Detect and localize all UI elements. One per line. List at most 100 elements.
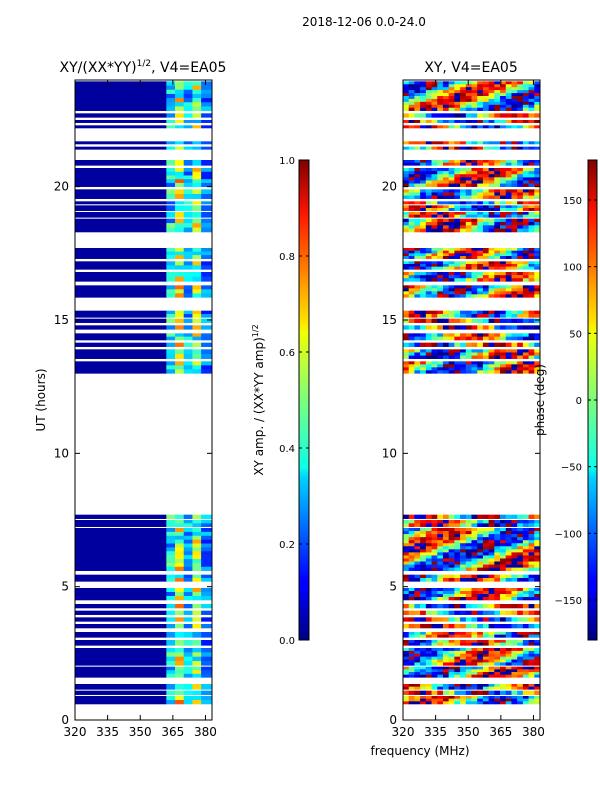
- phase-cell: [425, 523, 432, 527]
- phase-cell: [534, 93, 540, 97]
- phase-cell: [477, 549, 484, 553]
- phase-cell: [442, 318, 449, 323]
- phase-cell: [505, 248, 512, 251]
- phase-cell: [454, 690, 461, 695]
- amp-cell: [201, 175, 212, 180]
- phase-cell: [403, 272, 410, 276]
- phase-cell: [517, 171, 524, 175]
- phase-cell: [465, 640, 472, 643]
- phase-cell: [454, 189, 461, 193]
- phase-cell: [403, 558, 410, 562]
- phase-cell: [431, 684, 438, 687]
- phase-cell: [425, 567, 432, 571]
- phase-cell: [528, 534, 535, 538]
- phase-cell: [414, 261, 421, 265]
- phase-cell: [477, 278, 484, 282]
- phase-data-segment: [403, 248, 540, 259]
- phase-cell: [448, 250, 455, 254]
- phase-cell: [477, 552, 484, 556]
- phase-cell: [465, 162, 472, 166]
- phase-cell: [534, 87, 540, 91]
- phase-cell: [477, 555, 484, 559]
- amp-cell: [201, 624, 212, 629]
- phase-cell: [431, 604, 438, 609]
- phase-cell: [442, 275, 449, 279]
- phase-cell: [477, 591, 484, 595]
- phase-cell: [500, 294, 507, 298]
- phase-cell: [534, 659, 540, 663]
- phase-cell: [437, 698, 444, 702]
- phase-cell: [408, 310, 415, 315]
- phase-cell: [471, 696, 478, 699]
- phase-cell: [471, 574, 478, 579]
- amp-cell: [175, 696, 185, 701]
- phase-cell: [431, 591, 438, 595]
- amp-cell: [183, 559, 193, 564]
- phase-cell: [517, 672, 524, 675]
- phase-cell: [414, 594, 421, 598]
- phase-cell: [454, 146, 461, 150]
- phase-cell: [420, 540, 427, 544]
- phase-cell: [460, 90, 467, 94]
- phase-cell: [414, 342, 421, 347]
- phase-cell: [505, 597, 512, 601]
- phase-cell: [494, 367, 501, 371]
- amp-cell: [183, 201, 193, 205]
- phase-cell: [528, 355, 535, 359]
- phase-cell: [477, 101, 484, 106]
- phase-cell: [431, 98, 438, 103]
- amp-cell: [192, 93, 202, 99]
- amp-cell: [192, 559, 202, 564]
- phase-cell: [454, 546, 461, 550]
- phase-cell: [505, 588, 512, 592]
- phase-cell: [511, 642, 518, 646]
- phase-cell: [477, 558, 484, 562]
- phase-cell: [488, 531, 495, 535]
- phase-data-segment: [403, 528, 540, 571]
- amp-cell: [201, 289, 212, 294]
- phase-cell: [442, 180, 449, 184]
- phase-cell: [431, 567, 438, 571]
- phase-cell: [494, 120, 501, 123]
- phase-cell: [465, 93, 472, 97]
- phase-cell: [471, 201, 478, 205]
- amp-data-segment: [75, 318, 212, 323]
- phase-cell: [431, 656, 438, 660]
- phase-cell: [522, 632, 529, 635]
- phase-cell: [408, 225, 415, 229]
- phase-cell: [431, 222, 438, 226]
- phase-cell: [437, 189, 444, 193]
- phase-cell: [517, 355, 524, 359]
- phase-cell: [442, 555, 449, 559]
- phase-cell: [500, 355, 507, 359]
- phase-cell: [482, 146, 489, 150]
- phase-cell: [488, 101, 495, 106]
- amp-data-segment: [75, 261, 212, 270]
- phase-cell: [534, 537, 540, 541]
- phase-cell: [414, 552, 421, 556]
- phase-cell: [431, 552, 438, 556]
- phase-cell: [477, 96, 484, 100]
- phase-cell: [437, 342, 444, 347]
- phase-cell: [482, 336, 489, 341]
- phase-cell: [500, 183, 507, 187]
- phase-cell: [437, 285, 444, 289]
- phase-cell: [425, 201, 432, 205]
- phase-cell: [442, 336, 449, 341]
- phase-cell: [511, 558, 518, 562]
- phase-cell: [471, 594, 478, 598]
- phase-cell: [528, 84, 535, 88]
- phase-cell: [454, 610, 461, 615]
- phase-cell: [448, 162, 455, 166]
- phase-cell: [534, 534, 540, 538]
- phase-cell: [403, 662, 410, 666]
- phase-cell: [477, 120, 484, 123]
- phase-cell: [505, 107, 512, 111]
- phase-cell: [408, 561, 415, 565]
- phase-cell: [420, 523, 427, 527]
- phase-cell: [442, 523, 449, 527]
- phase-cell: [460, 87, 467, 91]
- phase-cell: [528, 90, 535, 94]
- phase-cell: [437, 617, 444, 622]
- phase-cell: [431, 101, 438, 106]
